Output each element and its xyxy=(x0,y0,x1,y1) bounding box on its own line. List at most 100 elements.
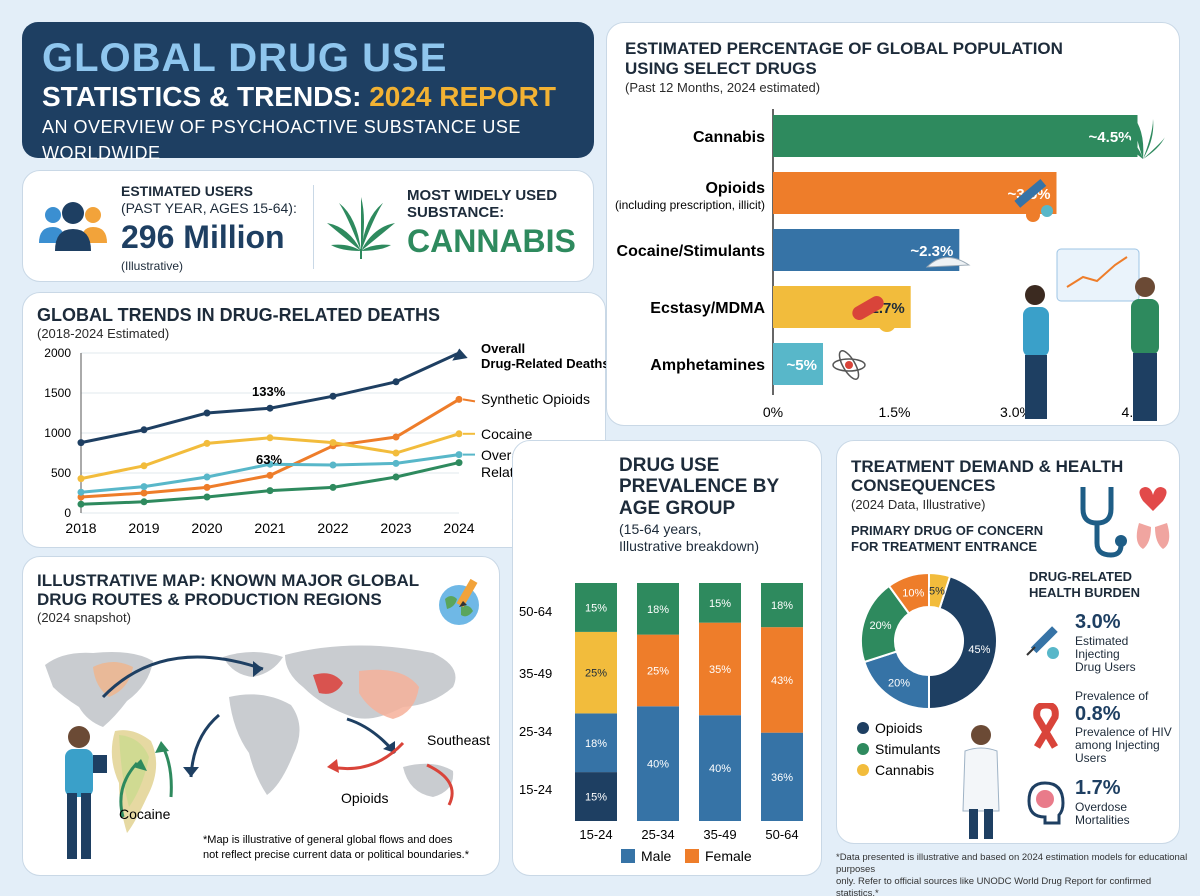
data-point xyxy=(329,483,337,491)
data-point xyxy=(392,433,400,441)
category-label: Opioids xyxy=(705,180,765,197)
data-point xyxy=(140,426,148,434)
footer-note: *Data presented is illustrative and base… xyxy=(836,852,1190,896)
tablet xyxy=(878,314,896,332)
data-point xyxy=(392,459,400,467)
legend-synthetic-opioids: Synthetic Opioids xyxy=(481,391,590,407)
data-point xyxy=(203,473,211,481)
trends-title: GLOBAL TRENDS IN DRUG-RELATED DEATHS xyxy=(37,305,440,325)
data-point xyxy=(455,451,463,459)
header-subtitle: AN OVERVIEW OF PSYCHOACTIVE SUBSTANCE US… xyxy=(42,117,521,163)
users-icon xyxy=(39,202,107,251)
stat2-pre: Prevalence of xyxy=(1075,689,1149,703)
data-point xyxy=(77,439,85,447)
treatment-title-line2: CONSEQUENCES xyxy=(851,476,996,495)
data-point xyxy=(203,483,211,491)
segment-label: 25% xyxy=(585,668,607,680)
opioids-note: (including prescription, illicit) xyxy=(615,198,765,212)
trends-subtitle: (2018-2024 Estimated) xyxy=(37,326,170,341)
slice-label: 20% xyxy=(888,677,910,689)
category-label: Cocaine/Stimulants xyxy=(617,243,766,260)
person1-body xyxy=(1023,307,1049,357)
bar xyxy=(773,229,960,271)
stack-segment xyxy=(699,715,741,821)
category-label: Cannabis xyxy=(693,129,765,146)
stack-segment xyxy=(575,583,617,632)
segment-label: 15% xyxy=(585,602,607,614)
age-stacked-chart: 50-64 35-49 25-34 15-24 15% 18% 25% 15% 15-24 40%… xyxy=(519,583,803,864)
data-point xyxy=(455,430,463,438)
treatment-title-line1: TREATMENT DEMAND & HEALTH xyxy=(851,457,1124,476)
category-label: Amphetamines xyxy=(650,357,765,374)
orbit xyxy=(832,358,866,372)
nucleus xyxy=(845,361,853,369)
y-tick-label: 1000 xyxy=(44,426,71,440)
x-tick-label: 2023 xyxy=(380,520,411,536)
title-line2: STATISTICS & TRENDS: 2024 REPORT xyxy=(42,80,574,114)
slice-label: 45% xyxy=(968,644,990,656)
segment-label: 35% xyxy=(709,664,731,676)
age-subtitle-line1: (15-64 years, xyxy=(619,521,702,537)
segment-label: 15% xyxy=(585,792,607,804)
stack-segment xyxy=(575,772,617,821)
stat3-l2: Mortalities xyxy=(1075,813,1130,827)
legend-male: Male xyxy=(641,848,672,864)
route-arrow-4 xyxy=(330,741,405,771)
stat3-value: 1.7% xyxy=(1075,777,1121,799)
bar-title-line2: USING SELECT DRUGS xyxy=(625,59,817,78)
legend-dot xyxy=(857,764,869,776)
person2-legs xyxy=(1133,353,1157,421)
data-point xyxy=(77,488,85,496)
population-bar-card: ESTIMATED PERCENTAGE OF GLOBAL POPULATIO… xyxy=(606,22,1180,426)
x-tick-label: 3.0% xyxy=(1000,404,1032,420)
legend-dot xyxy=(857,722,869,734)
stat2-l3: Users xyxy=(1075,751,1107,765)
stat1-value: 3.0% xyxy=(1075,611,1121,633)
segment-label: 36% xyxy=(771,772,793,784)
legend-label: Opioids xyxy=(875,720,922,736)
stat2-l1: Prevalence of HIV xyxy=(1075,725,1172,739)
bar xyxy=(773,115,1138,157)
stat2-value: 0.8% xyxy=(1075,703,1121,725)
route-arrow-5 xyxy=(426,763,454,806)
x-tick-label: 2022 xyxy=(317,520,348,536)
treatment-card: TREATMENT DEMAND & HEALTH CONSEQUENCES (… xyxy=(836,440,1180,844)
data-point xyxy=(77,500,85,508)
pill xyxy=(1041,205,1053,217)
person-with-clipboard xyxy=(65,726,107,859)
users-label: ESTIMATED USERS xyxy=(121,183,253,199)
age-title-line2: PREVALENCE BY xyxy=(619,476,780,497)
x-tick-label: 25-34 xyxy=(641,827,674,842)
segment-label: 15% xyxy=(709,598,731,610)
bar-value-label: ~4.5% xyxy=(1089,129,1132,146)
x-tick-label: 1.5% xyxy=(879,404,911,420)
doctor-illustration xyxy=(962,725,1000,839)
x-tick-label: 2020 xyxy=(191,520,222,536)
data-point xyxy=(203,439,211,447)
slice-label: 20% xyxy=(869,620,891,632)
data-point xyxy=(266,404,274,412)
category-label: Ecstasy/MDMA xyxy=(650,300,765,317)
header-banner: GLOBAL DRUG USE STATISTICS & TRENDS: 202… xyxy=(22,22,594,163)
stat2-l2: among Injecting xyxy=(1075,738,1160,752)
x-tick-label: 2018 xyxy=(65,520,96,536)
data-point xyxy=(266,487,274,495)
series-line xyxy=(80,398,460,499)
data-point xyxy=(329,439,337,447)
treatment-donut-chart: 45% 20% 20% 10% 5% Opioids Stimulants Cannabis xyxy=(857,571,998,778)
footer-line1: *Data presented is illustrative and base… xyxy=(836,852,1188,875)
y-tick-label: 500 xyxy=(51,466,71,480)
bar-value-label: ~2.3% xyxy=(910,243,953,260)
syringe-icon xyxy=(1026,626,1059,659)
powder-pile xyxy=(925,257,971,268)
x-tick-label: 50-64 xyxy=(765,827,798,842)
data-point xyxy=(203,493,211,501)
substance-label: MOST WIDELY USED xyxy=(407,187,558,204)
map-card: ILLUSTRATIVE MAP: KNOWN MAJOR GLOBAL DRU… xyxy=(22,556,500,876)
divider xyxy=(313,185,314,269)
title-line2-main: STATISTICS & TRENDS: xyxy=(42,81,362,112)
kpi-card: ESTIMATED USERS (PAST YEAR, AGES 15-64):… xyxy=(22,170,594,282)
bar-title-line1: ESTIMATED PERCENTAGE OF GLOBAL POPULATIO… xyxy=(625,39,1063,58)
y-tick-label: 1500 xyxy=(44,386,71,400)
stethoscope-icon xyxy=(1080,487,1170,558)
